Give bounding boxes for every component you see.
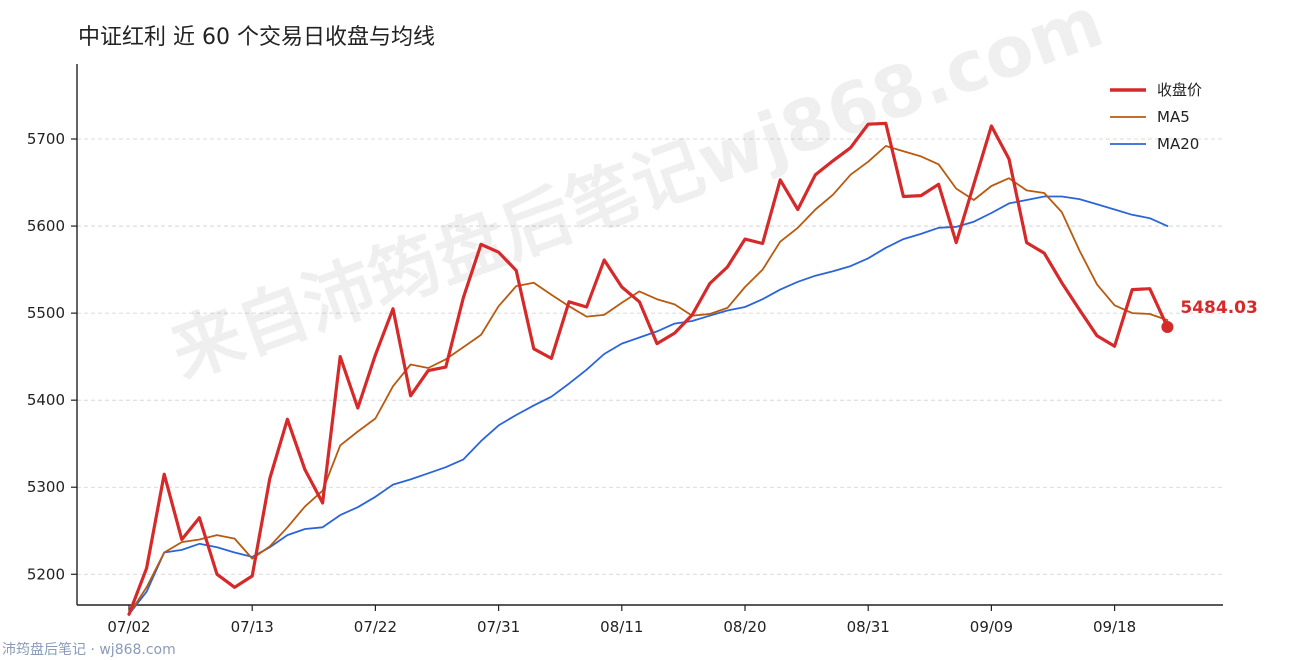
- x-tick-label-2: 07/22: [354, 618, 397, 636]
- y-tick-label-5200: 5200: [27, 565, 65, 583]
- x-tick-label-5: 08/20: [723, 618, 766, 636]
- x-axis-ticks: 07/02 07/13 07/22 07/31 08/11 08/20 08/31 09/09…: [107, 605, 1136, 636]
- x-tick-label-6: 08/31: [847, 618, 890, 636]
- x-tick-label-0: 07/02: [107, 618, 150, 636]
- axes: [76, 64, 1223, 606]
- x-tick-label-3: 07/31: [477, 618, 520, 636]
- x-tick-label-7: 09/09: [970, 618, 1013, 636]
- last-value-dot: [1161, 321, 1174, 334]
- last-value-label: 5484.03: [1180, 298, 1257, 318]
- x-tick-label-8: 09/18: [1093, 618, 1136, 636]
- series-line-ma20: [128, 195, 1169, 616]
- series-line-ma5: [128, 145, 1169, 616]
- chart-title: 中证红利 近 60 个交易日收盘与均线: [78, 25, 435, 50]
- legend-label-ma20: MA20: [1157, 135, 1199, 153]
- x-tick-label-1: 07/13: [231, 618, 274, 636]
- footer-credit: 沛筠盘后笔记 · wj868.com: [2, 641, 176, 658]
- legend-label-close: 收盘价: [1157, 81, 1202, 99]
- y-tick-label-5300: 5300: [27, 478, 65, 496]
- y-tick-label-5600: 5600: [27, 217, 65, 235]
- y-axis-ticks: 5200 5300 5400 5500 5600 5700: [27, 130, 77, 583]
- y-tick-label-5400: 5400: [27, 391, 65, 409]
- series-lines: [127, 121, 1170, 616]
- legend: 收盘价 MA5 MA20: [1110, 81, 1202, 153]
- y-tick-label-5500: 5500: [27, 304, 65, 322]
- legend-label-ma5: MA5: [1157, 108, 1190, 126]
- y-tick-label-5700: 5700: [27, 130, 65, 148]
- series-line-close: [127, 121, 1170, 616]
- x-tick-label-4: 08/11: [600, 618, 643, 636]
- last-value-marker: 5484.03: [1161, 298, 1258, 334]
